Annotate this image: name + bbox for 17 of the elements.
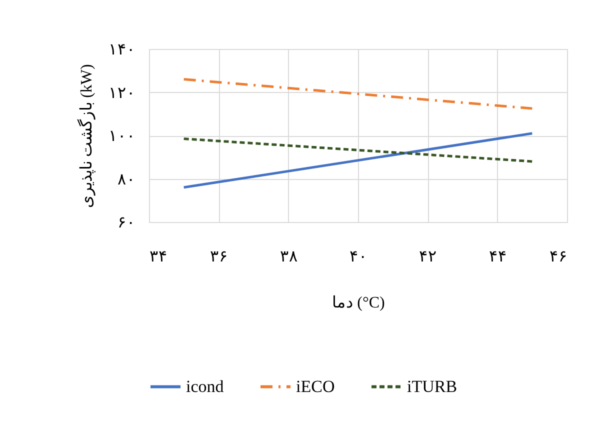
- y-tick-label: ۱۲۰: [108, 84, 136, 102]
- x-tick-label: ۴۶: [550, 248, 568, 266]
- y-tick-label: ۱۰۰: [108, 128, 136, 145]
- y-tick-label: ۱۴۰: [108, 42, 136, 58]
- x-tick-label: ۳۶: [210, 248, 228, 266]
- y-tick-label: ۶۰: [118, 214, 136, 232]
- x-tick-label: ۳۴: [150, 248, 168, 266]
- y-tick-label: ۸۰: [118, 171, 136, 188]
- x-tick-label: ۴۴: [488, 248, 507, 266]
- legend-label: iECO: [296, 376, 335, 396]
- legend-label: iTURB: [407, 376, 458, 396]
- x-tick-label: ۳۸: [280, 248, 298, 266]
- x-tick-label: ۴۲: [419, 248, 438, 266]
- x-tick-label: ۴۰: [350, 248, 368, 266]
- legend-label: icond: [186, 376, 224, 396]
- y-axis-title: بازگشت ناپذیری (kW): [76, 64, 96, 208]
- x-axis-title: دما (°C): [332, 294, 385, 312]
